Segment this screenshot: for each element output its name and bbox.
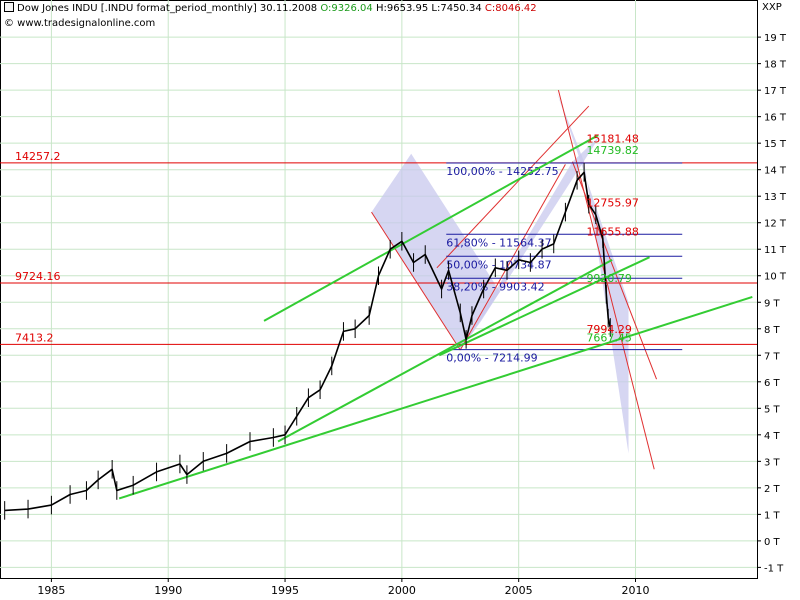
red-annotation: 12755.97 [586, 197, 639, 210]
red-channel-line [571, 161, 658, 380]
red-channel-line [459, 164, 566, 351]
shaded-region [556, 90, 629, 454]
y-tick-label: 19 T [764, 33, 787, 44]
y-tick-label: 12 T [764, 219, 787, 230]
low-value: L:7450.34 [431, 3, 482, 14]
x-tick-label: 2005 [505, 584, 533, 597]
red-annotation: 15181.48 [586, 132, 639, 145]
fibonacci-level-label: 61,80% - 11564.37 [446, 236, 551, 249]
x-tick-label: 1995 [271, 584, 299, 597]
y-tick-label: 9 T [764, 298, 781, 309]
chart-settings-icon[interactable] [4, 2, 14, 12]
x-tick-label: 2000 [388, 584, 416, 597]
y-tick-label: 4 T [764, 431, 781, 442]
red-channel-line [371, 211, 461, 351]
horizontal-level-label: 7413.2 [15, 331, 54, 344]
y-tick-label: -1 T [764, 563, 784, 574]
green-annotation: 14739.82 [586, 144, 639, 157]
shaded-region [460, 135, 601, 350]
price-series-line [4, 171, 612, 512]
y-tick-label: 7 T [764, 351, 781, 362]
chart-header: Dow Jones INDU [.INDU format_period_mont… [4, 2, 537, 14]
red-channel-line [557, 90, 655, 470]
y-tick-label: 16 T [764, 113, 787, 124]
y-tick-label: 13 T [764, 192, 787, 203]
high-value: H:9653.95 [375, 3, 429, 14]
green-annotation: 9920.79 [586, 272, 632, 285]
red-channel-line [436, 105, 590, 269]
x-tick-label: 1985 [37, 584, 65, 597]
y-tick-label: 14 T [764, 166, 787, 177]
y-tick-label: 15 T [764, 139, 787, 150]
chart-title: Dow Jones INDU [.INDU format_period_mont… [17, 3, 318, 14]
y-tick-label: 6 T [764, 378, 781, 389]
horizontal-level-label: 9724.16 [15, 270, 61, 283]
y-tick-label: 3 T [764, 457, 781, 468]
scale-unit-label: XXP [762, 2, 782, 13]
fibonacci-level-label: 100,00% - 14252.75 [446, 165, 558, 178]
green-trendline [438, 256, 650, 357]
fibonacci-level-label: 38,20% - 9903.42 [446, 280, 544, 293]
shaded-region [371, 153, 500, 350]
green-trendline [277, 258, 613, 443]
x-tick-label: 1990 [154, 584, 182, 597]
horizontal-level-label: 14257.2 [15, 150, 61, 163]
open-value: O:9326.04 [320, 3, 373, 14]
close-value: C:8046.42 [484, 3, 537, 14]
copyright-text: © www.tradesignalonline.com [4, 18, 156, 29]
y-tick-label: 17 T [764, 86, 787, 97]
y-tick-label: 0 T [764, 537, 781, 548]
red-annotation: 7994.29 [586, 323, 632, 336]
x-tick-label: 2010 [622, 584, 650, 597]
fibonacci-level-label: 0,00% - 7214.99 [446, 352, 537, 365]
green-annotation: 7667.45 [586, 332, 632, 345]
y-tick-label: 5 T [764, 404, 781, 415]
y-tick-label: 8 T [764, 325, 781, 336]
y-tick-label: 11 T [764, 245, 787, 256]
green-trendline [118, 296, 753, 500]
y-tick-label: 1 T [764, 510, 781, 521]
y-tick-label: 10 T [764, 272, 787, 283]
red-annotation: 11655.88 [586, 226, 639, 239]
y-tick-label: 2 T [764, 484, 781, 495]
y-tick-label: 18 T [764, 60, 787, 71]
plot-frame [0, 0, 758, 579]
green-trendline [263, 134, 599, 322]
